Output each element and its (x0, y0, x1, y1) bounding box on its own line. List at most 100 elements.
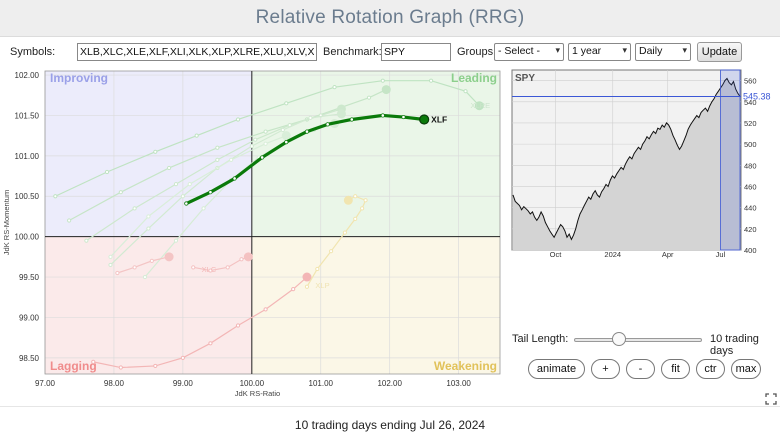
tail-length-label: Tail Length: (512, 333, 569, 345)
faded-tail-point (67, 218, 72, 223)
x-tick-label: 101.00 (309, 379, 334, 388)
faded-tail-point (328, 249, 334, 254)
tail-length-slider[interactable] (574, 338, 702, 342)
header: Relative Rotation Graph (RRG) (0, 0, 780, 37)
frequency-select-value: Daily (639, 45, 663, 57)
faded-tail-point (115, 270, 120, 276)
groups-select[interactable]: - Select - ▾ (494, 43, 564, 61)
chevron-down-icon: ▾ (555, 45, 560, 55)
spy-x-tick-label: Jul (716, 250, 726, 259)
quadrant-label-weakening: Weakening (434, 359, 497, 373)
spy-chart-title: SPY (515, 73, 535, 84)
spy-y-tick-label: 560 (744, 77, 757, 86)
footer: 10 trading days ending Jul 26, 2024 (0, 406, 780, 438)
faded-symbol-label: XLRE (471, 101, 491, 110)
xlf-head-point[interactable] (419, 114, 430, 125)
spy-x-tick-label: 2024 (604, 250, 621, 259)
faded-tail-point (253, 137, 258, 142)
groups-select-value: - Select - (498, 45, 541, 57)
faded-tail-point (263, 129, 268, 134)
expand-icon[interactable] (765, 393, 777, 405)
faded-tail-point (428, 78, 434, 83)
faded-tail-point (173, 182, 179, 187)
faded-tail-point (291, 287, 296, 292)
quadrant-leading (251, 71, 500, 237)
spy-x-tick-label: Apr (662, 250, 674, 259)
spy-tick-labels: 560 540 520 500 480 460 440 420 400 Oct 2024 Apr Jul (550, 77, 757, 259)
chevron-down-icon: ▾ (682, 45, 687, 55)
faded-tail-point (173, 238, 179, 243)
xlf-tail-point (208, 190, 213, 195)
y-tick-label: 101.50 (15, 111, 40, 120)
xlf-symbol-label: XLF (431, 114, 447, 124)
faded-tail-point (366, 95, 372, 100)
faded-tail-point (315, 266, 320, 272)
animate-button[interactable]: animate (528, 359, 585, 379)
faded-tail-point (91, 359, 96, 364)
symbols-label: Symbols: (10, 46, 56, 58)
period-select[interactable]: 1 year ▾ (568, 43, 631, 61)
benchmark-label: Benchmark: (323, 46, 382, 58)
faded-tails: XLRE XLC XLP (53, 78, 491, 370)
faded-tail-point (142, 274, 148, 280)
faded-tail-point (280, 127, 285, 133)
rrg-tick-labels: 97.00 98.00 99.00 100.00 101.00 102.00 103.00 1… (15, 71, 472, 388)
y-tick-label: 102.00 (15, 71, 40, 80)
faded-tail-point (380, 78, 385, 83)
quadrant-label-lagging: Lagging (50, 359, 97, 373)
faded-tail-point (201, 206, 206, 211)
maximize-button[interactable]: max (731, 359, 761, 379)
playback-buttons: animate + - fit ctr max (528, 359, 780, 381)
frequency-select[interactable]: Daily ▾ (635, 43, 691, 61)
faded-tail-point (308, 115, 313, 120)
spy-mini-chart[interactable]: SPY 560 540 520 500 480 460 440 420 400 Oct 2024 Ap… (507, 64, 780, 259)
faded-tail-point (284, 101, 289, 106)
faded-tail-point (353, 216, 358, 221)
y-tick-label: 99.50 (19, 273, 40, 282)
y-tick-label: 101.00 (15, 152, 40, 161)
spy-y-tick-label: 480 (744, 161, 757, 170)
faded-tail-point (164, 252, 174, 262)
symbols-input[interactable] (77, 43, 317, 61)
faded-tail-point (166, 165, 172, 171)
faded-tail-point (239, 257, 244, 262)
fit-button[interactable]: fit (661, 359, 690, 379)
faded-tail-point (153, 363, 158, 369)
faded-tail-line (110, 135, 287, 258)
tail-length-control: Tail Length: 10 trading days (512, 332, 780, 357)
spy-y-tick-label: 500 (744, 140, 757, 149)
faded-tail-point (84, 238, 89, 243)
faded-tail-point (342, 230, 347, 235)
xlf-tail-point (184, 201, 189, 206)
xlf-tail-point (349, 117, 354, 122)
control-bar: Symbols: Benchmark: Groups: - Select -▾ … (0, 42, 780, 64)
faded-tail-point (118, 365, 123, 370)
highlighted-tail[interactable]: XLF (184, 113, 448, 206)
faded-tail-point (225, 265, 230, 270)
center-button[interactable]: ctr (696, 359, 725, 379)
rrg-chart[interactable]: Improving Leading Lagging Weakening 97.0… (0, 64, 505, 406)
zoom-in-button[interactable]: + (591, 359, 620, 379)
page-title: Relative Rotation Graph (RRG) (255, 7, 525, 28)
tail-length-value: 10 trading days (710, 333, 759, 357)
faded-tail-point (146, 214, 151, 219)
spy-y-tick-label: 420 (744, 225, 757, 234)
x-axis-title: JdK RS-Ratio (235, 389, 280, 398)
faded-tail-point (187, 182, 192, 187)
benchmark-input[interactable] (381, 43, 451, 61)
tail-length-slider-handle[interactable] (611, 332, 626, 346)
chevron-down-icon: ▾ (622, 45, 627, 55)
spy-last-price: 545.38 (743, 91, 771, 101)
faded-tail-line (110, 113, 342, 266)
y-tick-label: 100.50 (15, 192, 40, 201)
y-tick-label: 100.00 (15, 233, 40, 242)
plot-border (44, 70, 501, 375)
faded-tail-point (463, 89, 468, 94)
faded-tail-point (304, 284, 310, 289)
update-button[interactable]: Update (697, 42, 742, 62)
spy-price-line (512, 77, 741, 241)
faded-tail-point (215, 157, 220, 162)
xlf-tail-point (325, 122, 330, 127)
zoom-out-button[interactable]: - (626, 359, 655, 379)
faded-tail-point (53, 194, 58, 199)
